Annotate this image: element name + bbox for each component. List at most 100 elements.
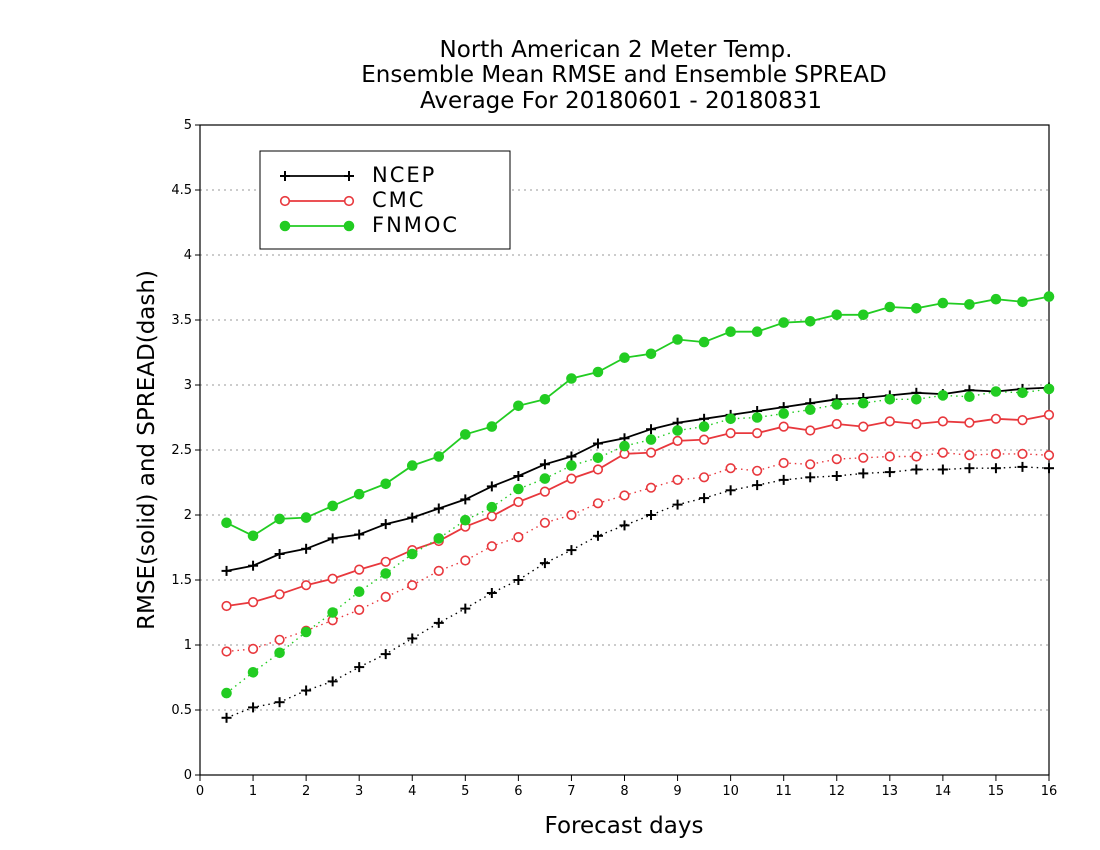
data-point-ncep-spread — [460, 603, 471, 614]
data-point-fnmoc-spread — [751, 412, 763, 423]
data-point-fnmoc-spread — [433, 533, 445, 544]
data-point-cmc-spread — [221, 646, 232, 657]
legend-swatch-cmc — [279, 195, 355, 207]
data-point-fnmoc-spread — [884, 394, 896, 405]
data-point-fnmoc-rmse — [513, 400, 524, 412]
data-point-ncep-spread — [407, 633, 418, 644]
x-tick-label: 15 — [988, 784, 1005, 799]
data-point-fnmoc-rmse — [353, 488, 365, 500]
legend-box — [259, 150, 511, 250]
x-tick-label: 2 — [302, 784, 310, 799]
data-point-fnmoc-spread — [1017, 387, 1028, 399]
data-point-fnmoc-spread — [964, 391, 975, 403]
data-point-fnmoc-rmse — [327, 500, 338, 512]
data-point-ncep-spread — [433, 617, 444, 628]
data-point-ncep-spread — [778, 474, 789, 485]
y-tick-label: 3.5 — [171, 313, 192, 328]
data-point-cmc-rmse — [513, 496, 524, 508]
data-point-fnmoc-rmse — [221, 517, 232, 529]
data-point-fnmoc-spread — [672, 425, 683, 436]
data-point-cmc-spread — [513, 531, 524, 543]
data-point-cmc-rmse — [698, 434, 710, 445]
data-point-cmc-spread — [911, 451, 922, 462]
series-ncep-spread — [221, 461, 1054, 723]
data-point-ncep-spread — [646, 510, 657, 520]
data-point-cmc-rmse — [645, 447, 657, 458]
y-tick-label: 2.5 — [171, 443, 192, 458]
data-point-cmc-rmse — [274, 589, 285, 600]
data-point-cmc-spread — [805, 459, 816, 470]
data-point-fnmoc-spread — [406, 548, 418, 560]
data-point-ncep-spread — [486, 588, 497, 598]
data-point-fnmoc-spread — [274, 647, 285, 659]
legend: NCEP CMC FNMOC — [259, 150, 511, 250]
data-point-cmc-rmse — [221, 600, 232, 612]
data-point-ncep-spread — [831, 471, 842, 481]
legend-label-ncep: NCEP — [372, 163, 436, 187]
data-point-cmc-spread — [619, 490, 630, 501]
data-point-ncep-rmse — [433, 503, 444, 514]
data-point-fnmoc-spread — [619, 440, 630, 452]
series-line-cmc-spread — [226, 451, 1050, 653]
legend-label-fnmoc: FNMOC — [372, 213, 459, 237]
data-point-cmc-rmse — [1017, 415, 1028, 426]
data-point-ncep-spread — [301, 685, 312, 696]
data-point-ncep-rmse — [539, 459, 550, 470]
data-point-ncep-rmse — [646, 424, 657, 435]
data-point-ncep-spread — [513, 575, 524, 585]
data-point-cmc-spread — [380, 591, 391, 603]
data-point-cmc-spread — [752, 465, 763, 476]
legend-marker-cmc — [343, 195, 355, 207]
data-point-fnmoc-rmse — [380, 478, 392, 490]
data-point-fnmoc-rmse — [539, 394, 551, 405]
data-point-fnmoc-spread — [247, 667, 259, 678]
data-point-cmc-rmse — [831, 418, 842, 430]
data-point-fnmoc-spread — [380, 568, 392, 579]
data-point-fnmoc-rmse — [1043, 291, 1055, 302]
data-point-cmc-spread — [778, 457, 789, 469]
title-line-2: Ensemble Mean RMSE and Ensemble SPREAD — [361, 62, 886, 88]
data-point-fnmoc-rmse — [486, 421, 498, 432]
data-point-ncep-spread — [274, 697, 285, 708]
data-point-ncep-rmse — [380, 519, 391, 530]
legend-label-cmc: CMC — [372, 188, 425, 212]
x-tick-label: 6 — [514, 784, 522, 799]
data-point-ncep-spread — [327, 676, 338, 687]
series-line-ncep-spread — [226, 466, 1050, 719]
data-point-fnmoc-rmse — [990, 293, 1002, 305]
data-point-fnmoc-rmse — [460, 429, 471, 440]
data-point-fnmoc-rmse — [1017, 296, 1028, 308]
data-point-cmc-rmse — [486, 511, 497, 522]
legend-marker-ncep — [280, 171, 290, 181]
series-fnmoc-rmse — [221, 291, 1055, 542]
data-point-fnmoc-spread — [725, 413, 736, 425]
data-point-fnmoc-spread — [539, 473, 551, 484]
data-point-cmc-spread — [937, 447, 948, 458]
data-point-cmc-spread — [1017, 448, 1028, 460]
y-tick-label: 4 — [184, 248, 192, 263]
data-point-ncep-spread — [752, 480, 763, 491]
data-point-cmc-rmse — [937, 416, 948, 427]
data-point-ncep-spread — [964, 463, 975, 474]
data-point-cmc-spread — [486, 541, 497, 552]
data-point-fnmoc-spread — [990, 386, 1002, 397]
series-fnmoc-spread — [221, 383, 1055, 699]
data-point-cmc-rmse — [327, 573, 338, 584]
data-point-fnmoc-rmse — [406, 460, 418, 471]
data-point-cmc-rmse — [539, 486, 551, 497]
data-point-cmc-rmse — [354, 564, 365, 575]
data-point-ncep-spread — [990, 463, 1001, 474]
data-point-cmc-rmse — [911, 418, 922, 430]
data-point-fnmoc-rmse — [804, 316, 816, 327]
data-point-ncep-spread — [858, 468, 869, 479]
data-point-ncep-spread — [699, 493, 710, 504]
data-point-ncep-spread — [1017, 461, 1028, 472]
data-point-cmc-rmse — [301, 580, 312, 591]
x-tick-label: 14 — [935, 784, 952, 799]
data-point-fnmoc-spread — [486, 501, 498, 513]
y-tick-label: 1 — [184, 638, 192, 653]
data-point-cmc-spread — [831, 454, 842, 465]
data-point-ncep-spread — [221, 712, 232, 723]
data-point-fnmoc-spread — [327, 607, 338, 618]
series-ncep-rmse — [221, 382, 1054, 576]
